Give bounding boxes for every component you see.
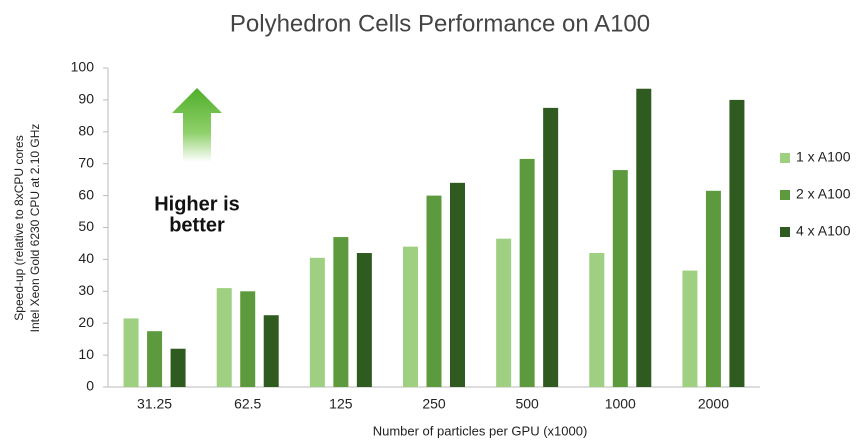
y-axis-title: Intel Xeon Gold 6230 CPU at 2.10 GHz xyxy=(28,124,42,333)
bar xyxy=(543,107,559,387)
bar xyxy=(240,291,256,387)
bar xyxy=(309,257,325,387)
legend-label: 1 x A100 xyxy=(796,149,851,165)
y-axis-title: Speed-up (relative to 8xCPU cores xyxy=(12,135,26,320)
annotation: Higher is xyxy=(154,193,240,215)
y-tick-label: 30 xyxy=(78,282,94,298)
y-tick-label: 100 xyxy=(71,59,95,75)
bar xyxy=(263,315,279,387)
bar xyxy=(216,288,232,387)
bar xyxy=(682,270,698,387)
legend-label: 2 x A100 xyxy=(796,186,851,202)
arrow-icon xyxy=(172,88,222,162)
y-tick-label: 60 xyxy=(78,186,94,202)
legend-swatch xyxy=(780,190,790,200)
bar xyxy=(123,318,139,387)
y-tick-label: 40 xyxy=(78,250,94,266)
y-tick-label: 50 xyxy=(78,218,94,234)
bar xyxy=(170,348,186,387)
legend-label: 4 x A100 xyxy=(796,223,851,239)
x-tick-label: 1000 xyxy=(605,396,636,412)
bar xyxy=(636,88,652,388)
y-tick-label: 70 xyxy=(78,154,94,170)
x-tick-label: 125 xyxy=(329,396,353,412)
bar xyxy=(729,99,745,388)
legend-swatch xyxy=(780,227,790,237)
y-tick-label: 10 xyxy=(78,346,94,362)
x-tick-label: 31.25 xyxy=(137,396,172,412)
legend-swatch xyxy=(780,153,790,163)
y-tick-label: 0 xyxy=(86,378,94,394)
x-axis-title: Number of particles per GPU (x1000) xyxy=(373,423,588,438)
y-tick-label: 90 xyxy=(78,91,94,107)
bar xyxy=(403,246,418,387)
bar xyxy=(519,158,535,387)
x-tick-label: 250 xyxy=(422,396,446,412)
y-tick-label: 20 xyxy=(78,314,94,330)
bar xyxy=(705,190,721,387)
bar xyxy=(147,331,163,387)
bar xyxy=(356,253,372,387)
bar xyxy=(496,238,512,387)
x-tick-label: 500 xyxy=(515,396,539,412)
bar xyxy=(589,253,605,387)
annotation: better xyxy=(169,214,225,236)
x-tick-label: 2000 xyxy=(698,396,729,412)
bar xyxy=(426,195,442,387)
bar xyxy=(450,182,465,387)
bar xyxy=(333,237,349,387)
chart-title: Polyhedron Cells Performance on A100 xyxy=(230,10,650,37)
bar xyxy=(612,170,628,387)
y-tick-label: 80 xyxy=(78,123,94,139)
x-tick-label: 62.5 xyxy=(234,396,261,412)
